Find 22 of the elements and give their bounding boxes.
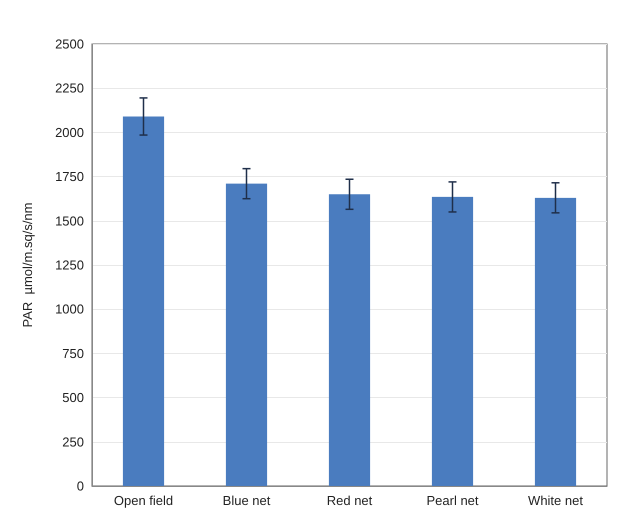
y-tick-label: 1250 xyxy=(55,258,84,272)
y-tick-label: 2250 xyxy=(55,80,84,96)
y-tick-label: 250 xyxy=(62,434,84,450)
bar xyxy=(432,196,474,486)
y-tick-label: 1750 xyxy=(55,169,84,184)
x-tick-label: Pearl net xyxy=(426,493,479,508)
bar xyxy=(122,116,164,486)
bar xyxy=(328,194,370,486)
x-tick-label: Red net xyxy=(326,493,373,508)
y-tick-label: 0 xyxy=(76,478,84,494)
x-tick-label: White net xyxy=(528,493,584,508)
y-tick-label: 2500 xyxy=(55,36,84,52)
y-axis-title: PAR µmol/m.sq/s/nm xyxy=(20,202,35,328)
bar xyxy=(534,198,576,486)
x-tick-label: Open field xyxy=(114,493,174,508)
bar xyxy=(226,184,268,486)
y-tick-label: 1500 xyxy=(55,213,84,228)
x-tick-label: Blue net xyxy=(222,493,271,508)
y-tick-label: 2000 xyxy=(55,124,84,140)
y-tick-label: 1000 xyxy=(55,302,84,317)
y-tick-label: 500 xyxy=(62,390,84,406)
y-tick-label: 750 xyxy=(62,346,84,361)
